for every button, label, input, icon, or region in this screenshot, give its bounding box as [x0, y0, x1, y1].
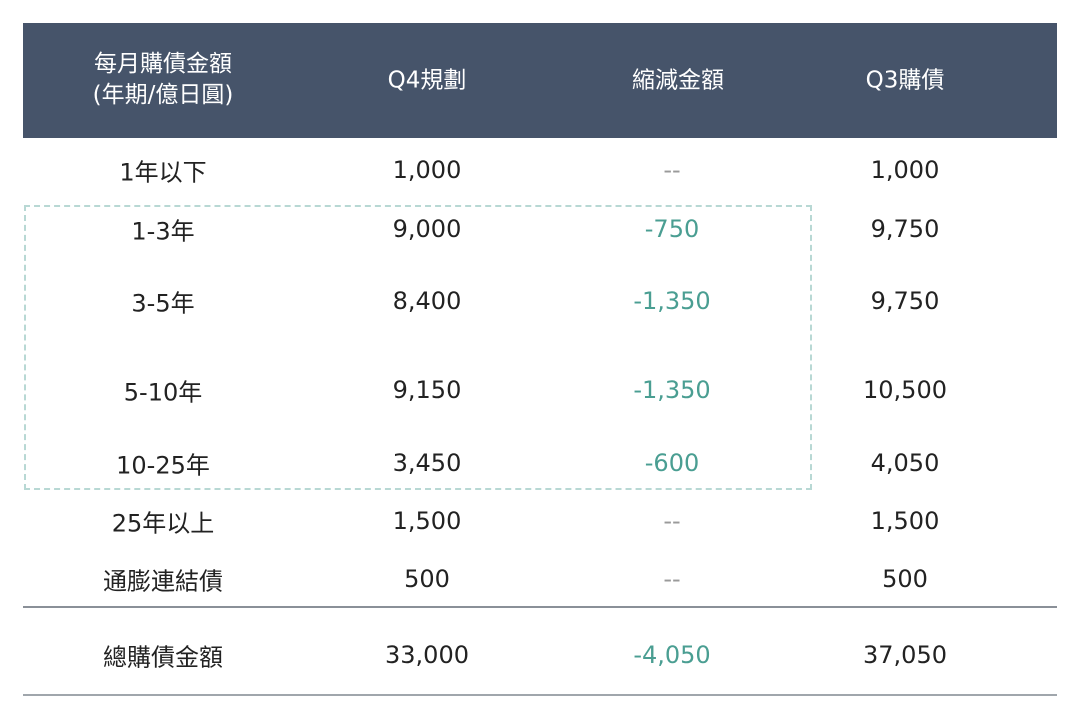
- row-q4-cell: 3,450: [392, 449, 462, 477]
- bottom-line: [23, 694, 1057, 696]
- row-q4-cell: 1,500: [392, 507, 462, 535]
- row-q4-cell: 500: [404, 565, 450, 593]
- total-q3: 37,050: [863, 641, 947, 669]
- row-q3-cell: 9,750: [870, 215, 940, 243]
- table-header: [23, 23, 1057, 138]
- total-term: 總購債金額: [103, 643, 223, 672]
- row-cut-cell: -600: [644, 449, 700, 477]
- header-term: 每月購債金額 (年期/億日圓): [93, 49, 234, 111]
- row-q3-cell: 4,050: [870, 449, 940, 477]
- total-q4: 33,000: [385, 641, 469, 669]
- row-q4-cell: 1,000: [392, 156, 462, 184]
- row-q3-cell: 10,500: [863, 376, 947, 404]
- row-cut-cell: --: [663, 507, 681, 535]
- row-term-cell: 25年以上: [111, 509, 215, 538]
- row-q3-cell: 500: [882, 565, 928, 593]
- row-term-cell: 5-10年: [123, 378, 203, 407]
- header-reduction: 縮減金額: [632, 67, 724, 94]
- divider-line: [23, 606, 1057, 608]
- highlight-box: [24, 205, 812, 490]
- row-q4-cell: 9,000: [392, 215, 462, 243]
- header-q4: Q4規劃: [387, 67, 467, 94]
- row-term-cell: 10-25年: [116, 451, 210, 480]
- row-term-cell: 3-5年: [131, 289, 195, 318]
- row-q3-cell: 9,750: [870, 287, 940, 315]
- header-q3: Q3購債: [865, 67, 945, 94]
- total-reduction: -4,050: [633, 641, 711, 669]
- header-term-line2: (年期/億日圓): [92, 82, 234, 108]
- row-q3-cell: 1,000: [870, 156, 940, 184]
- row-cut-cell: --: [663, 156, 681, 184]
- row-q3-cell: 1,500: [870, 507, 940, 535]
- row-term-cell: 1年以下: [119, 158, 207, 187]
- row-q4-cell: 8,400: [392, 287, 462, 315]
- row-term-cell: 1-3年: [131, 217, 195, 246]
- row-cut-cell: --: [663, 565, 681, 593]
- row-term-cell: 通膨連結債: [103, 567, 223, 596]
- row-q4-cell: 9,150: [392, 376, 462, 404]
- row-cut-cell: -750: [644, 215, 700, 243]
- row-cut-cell: -1,350: [633, 287, 711, 315]
- row-cut-cell: -1,350: [633, 376, 711, 404]
- header-term-line1: 每月購債金額: [93, 51, 232, 77]
